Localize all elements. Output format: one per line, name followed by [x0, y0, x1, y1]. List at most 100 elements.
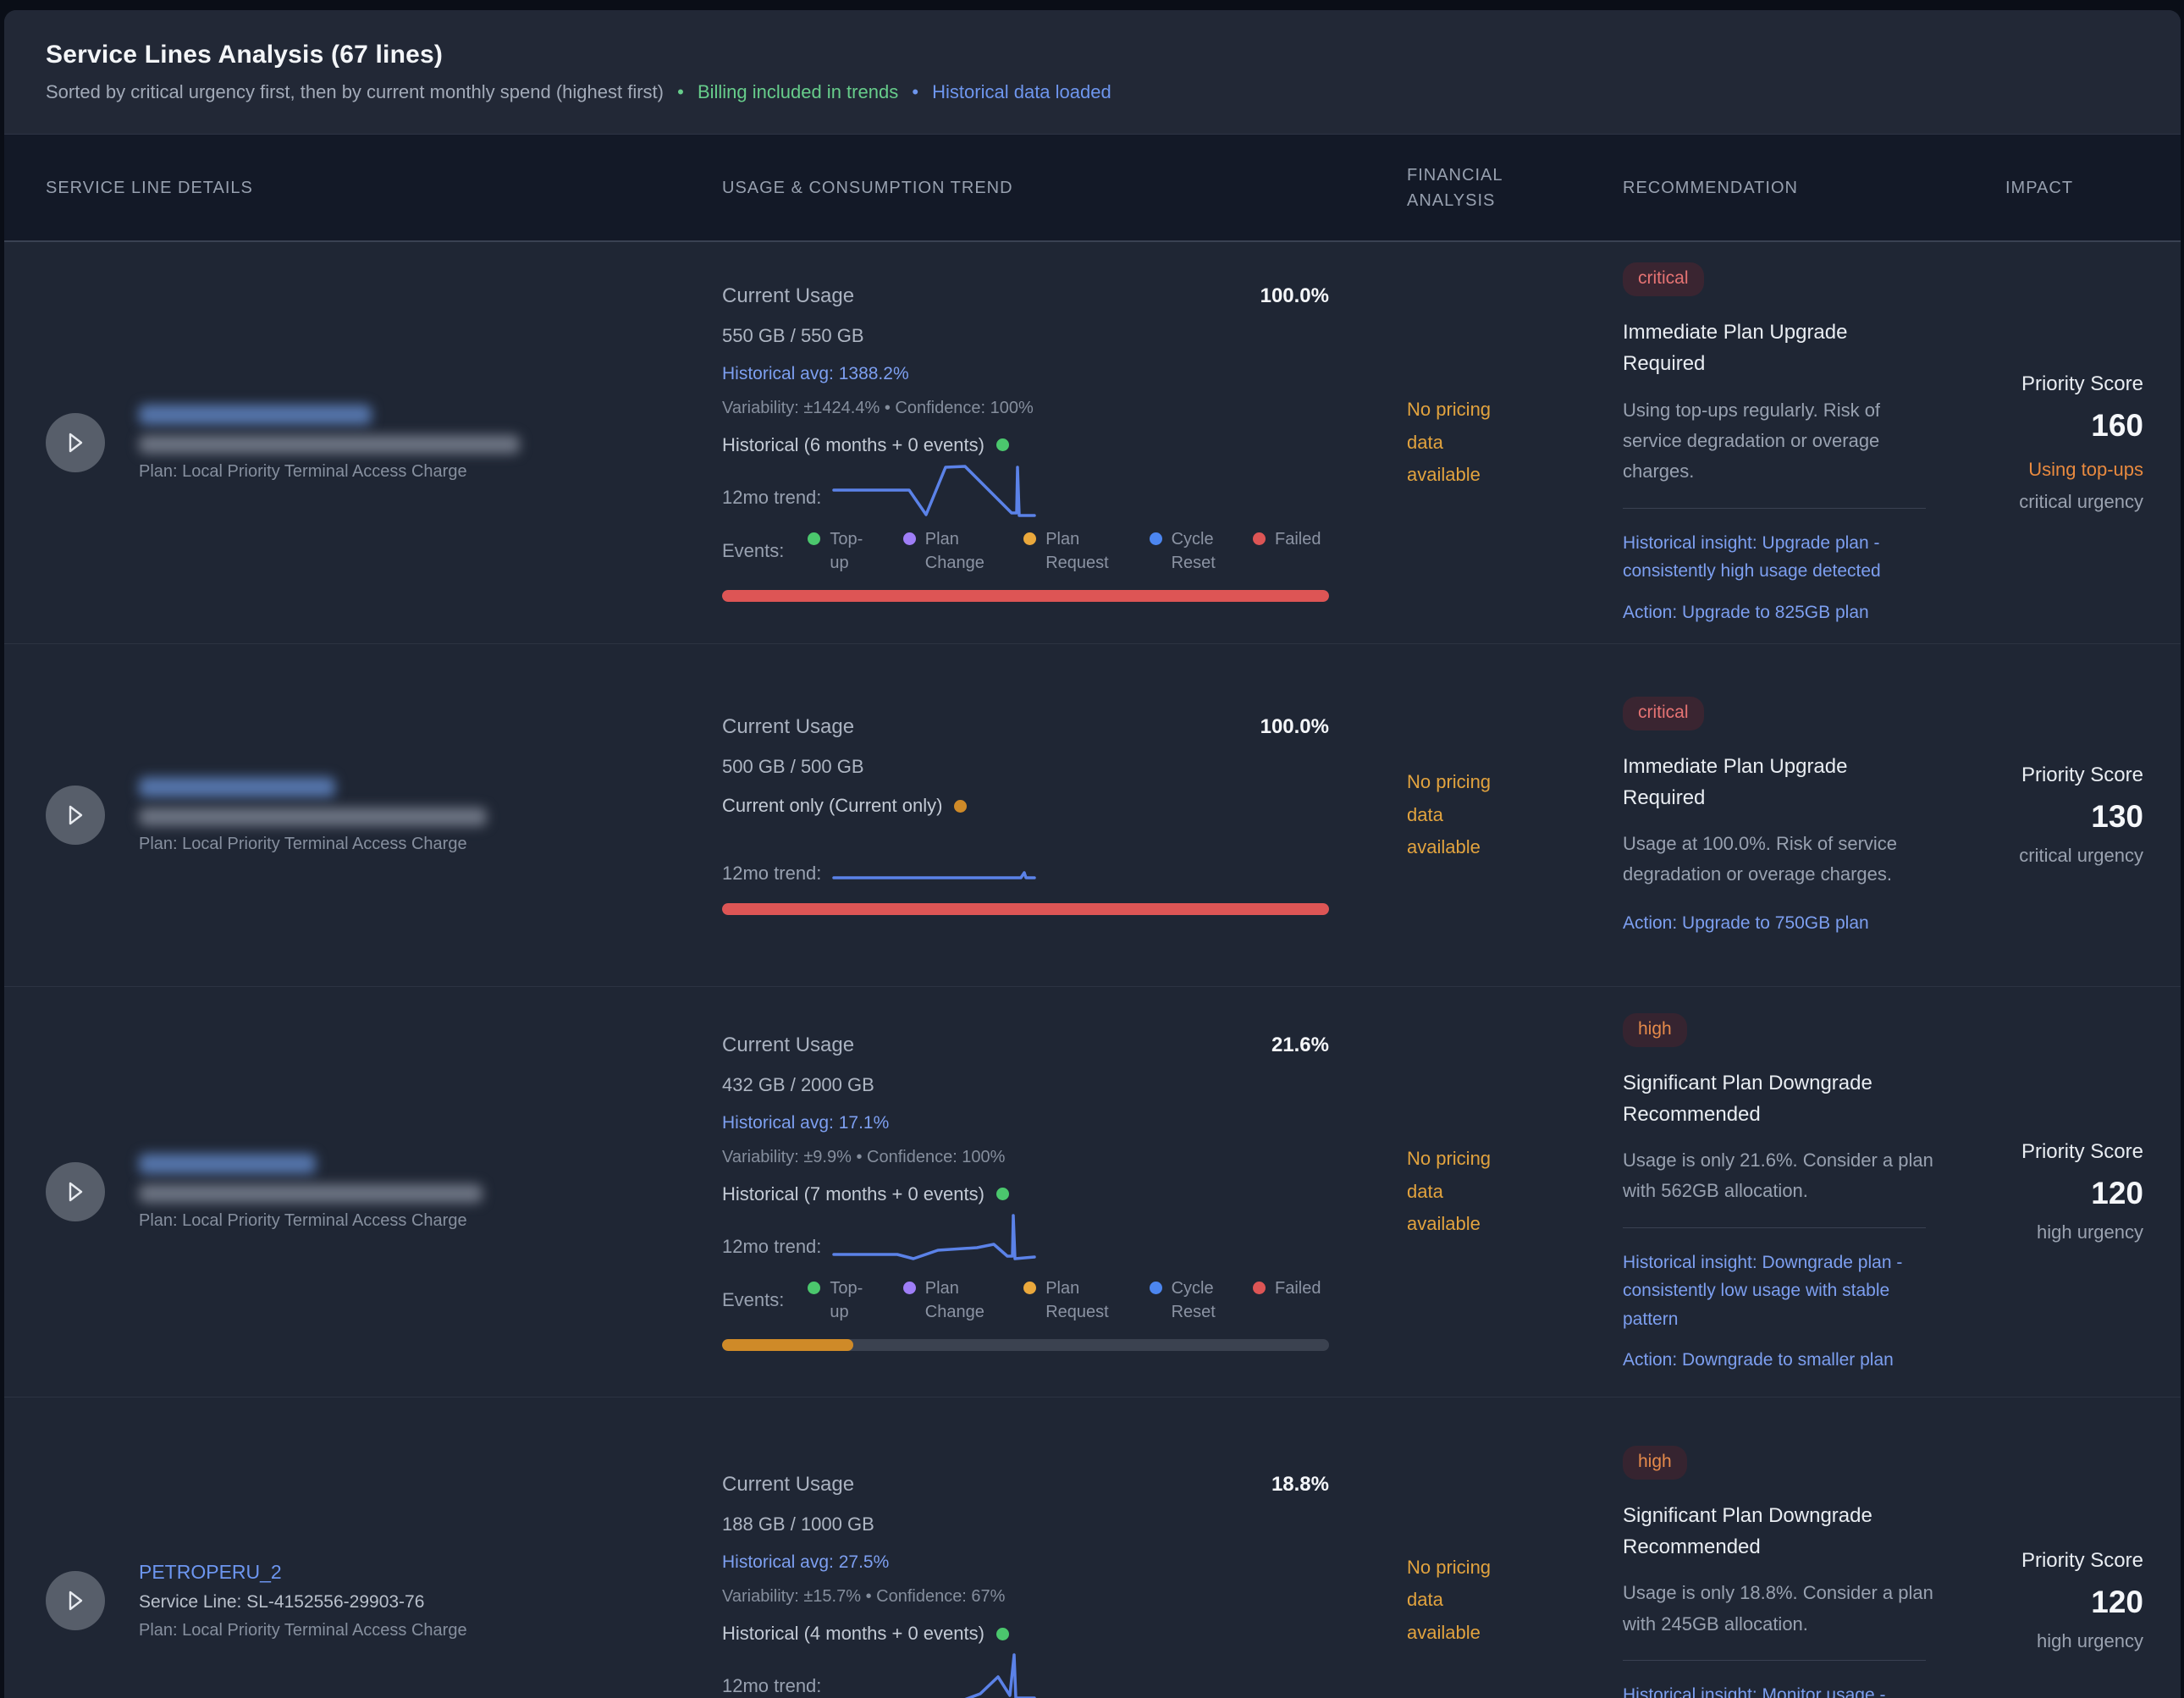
legend-item-plan-change: Plan Change [902, 527, 995, 575]
topup-dot-icon [808, 1281, 821, 1294]
recommendation-cell: high Significant Plan Downgrade Recommen… [1607, 1429, 1979, 1698]
historical-avg: Historical avg: 17.1% [722, 1112, 890, 1133]
action-link[interactable]: Action: Upgrade to 750GB plan [1623, 913, 1869, 934]
plan-label: Plan: Local Priority Terminal Access Cha… [139, 461, 467, 481]
usage-progress-track [722, 589, 1329, 602]
current-usage-label: Current Usage [722, 284, 855, 307]
legend-item-failed: Failed [1253, 527, 1329, 575]
service-line-id-redacted [139, 807, 487, 826]
topup-dot-icon [808, 532, 821, 545]
urgency-badge: high [1623, 1445, 1687, 1480]
source-status-dot [995, 1188, 1009, 1200]
usage-cell: Current Usage 18.8% 188 GB / 1000 GB His… [722, 1464, 1329, 1698]
plan-change-dot-icon [902, 532, 916, 545]
column-header-usage: Usage & Consumption Trend [722, 178, 1013, 197]
service-lines-card: Service Lines Analysis (67 lines) Sorted… [4, 10, 2181, 1698]
trend-sparkline [832, 871, 1037, 879]
priority-score-label: Priority Score [2021, 1548, 2143, 1572]
current-usage-label: Current Usage [722, 1033, 855, 1056]
historical-insight-link: Historical insight: Upgrade plan - consi… [1623, 532, 1881, 582]
current-usage-label: Current Usage [722, 715, 855, 738]
urgency-text: critical urgency [2019, 491, 2143, 512]
no-pricing-note: No pricing data available [1407, 771, 1492, 858]
expand-row-button[interactable] [46, 1570, 105, 1630]
recommendation-cell: high Significant Plan Downgrade Recommen… [1607, 996, 1979, 1388]
plan-request-dot-icon [1023, 532, 1037, 545]
recommendation-title: Significant Plan Downgrade Recommended [1623, 1503, 1872, 1559]
service-details-cell: Plan: Local Priority Terminal Access Cha… [4, 776, 722, 854]
recommendation-title: Significant Plan Downgrade Recommended [1623, 1071, 1872, 1126]
trend-label: 12mo trend: [722, 863, 822, 884]
financial-cell: No pricing data available [1391, 1143, 1607, 1241]
data-source-label: Historical (4 months + 0 events) [722, 1623, 1329, 1645]
usage-percent: 21.6% [1271, 1033, 1329, 1056]
play-icon [69, 433, 83, 453]
table-header-row: Service Line Details Usage & Consumption… [4, 134, 2181, 242]
priority-score-label: Priority Score [2021, 764, 2143, 786]
source-text: Current only (Current only) [722, 795, 943, 816]
priority-score-value: 130 [2091, 799, 2143, 834]
plan-label: Plan: Local Priority Terminal Access Cha… [139, 834, 467, 853]
usage-cell: Current Usage 100.0% 500 GB / 500 GB Cur… [722, 707, 1329, 923]
table-row: PETROPERU_2 Service Line: SL-4152556-299… [4, 1398, 2181, 1698]
usage-amount: 500 GB / 500 GB [722, 756, 864, 777]
usage-amount: 550 GB / 550 GB [722, 324, 864, 346]
service-name-link-redacted[interactable] [139, 404, 372, 425]
service-text-block: Plan: Local Priority Terminal Access Cha… [139, 404, 520, 482]
urgency-text: high urgency [2037, 1221, 2143, 1243]
subtitle-sort-text: Sorted by critical urgency first, then b… [46, 81, 664, 102]
impact-cell: Priority Score 120 high urgency [1979, 1549, 2181, 1652]
page-title: Service Lines Analysis (67 lines) [46, 41, 444, 69]
expand-row-button[interactable] [46, 786, 105, 845]
impact-note: Using top-ups [2028, 459, 2143, 480]
legend-item-topup: Top-up [808, 527, 874, 575]
trend-label: 12mo trend: [722, 1235, 822, 1257]
service-details-cell: Plan: Local Priority Terminal Access Cha… [4, 1153, 722, 1231]
source-status-dot [995, 438, 1009, 451]
usage-percent: 100.0% [1260, 715, 1329, 738]
divider [1623, 1227, 1926, 1228]
usage-progress-track [722, 1338, 1329, 1351]
service-line-id-redacted [139, 434, 520, 454]
usage-cell: Current Usage 100.0% 550 GB / 550 GB His… [722, 276, 1329, 610]
service-text-block: Plan: Local Priority Terminal Access Cha… [139, 1153, 483, 1231]
column-header-financial: Financial Analysis [1407, 165, 1503, 210]
play-icon [69, 1590, 83, 1610]
bullet-green: • [677, 81, 684, 102]
play-icon [69, 805, 83, 825]
priority-score-label: Priority Score [2021, 372, 2143, 395]
recommendation-title: Immediate Plan Upgrade Required [1623, 754, 1848, 809]
expand-row-button[interactable] [46, 413, 105, 472]
plan-label: Plan: Local Priority Terminal Access Cha… [139, 1210, 467, 1230]
events-legend: Events: Top-up Plan Change Plan Request … [722, 527, 1329, 575]
no-pricing-note: No pricing data available [1407, 399, 1492, 486]
events-legend: Events: Top-up Plan Change Plan Request … [722, 1276, 1329, 1324]
usage-cell: Current Usage 21.6% 432 GB / 2000 GB His… [722, 1025, 1329, 1359]
action-link[interactable]: Action: Downgrade to smaller plan [1623, 1350, 1894, 1370]
priority-score-value: 120 [2091, 1584, 2143, 1619]
urgency-badge: high [1623, 1012, 1687, 1047]
cycle-reset-dot-icon [1149, 1281, 1162, 1294]
action-link[interactable]: Action: Upgrade to 825GB plan [1623, 602, 1869, 622]
service-name-link-redacted[interactable] [139, 1153, 316, 1174]
events-label: Events: [722, 1288, 785, 1310]
table-row: Plan: Local Priority Terminal Access Cha… [4, 242, 2181, 644]
source-status-dot [954, 799, 968, 813]
service-details-cell: Plan: Local Priority Terminal Access Cha… [4, 404, 722, 482]
service-name-link[interactable]: PETROPERU_2 [139, 1560, 282, 1583]
trend-block: 12mo trend: [722, 1212, 1329, 1266]
recommendation-cell: critical Immediate Plan Upgrade Required… [1607, 680, 1979, 951]
impact-cell: Priority Score 120 high urgency [1979, 1140, 2181, 1243]
divider [1623, 1659, 1926, 1661]
legend-item-failed: Failed [1253, 1276, 1329, 1324]
trend-block: 12mo trend: [722, 839, 1329, 893]
historical-avg: Historical avg: 27.5% [722, 1552, 890, 1572]
service-name-link-redacted[interactable] [139, 776, 335, 797]
impact-cell: Priority Score 160 Using top-ups critica… [1979, 372, 2181, 513]
data-source-label: Historical (7 months + 0 events) [722, 1183, 1329, 1205]
table-row: Plan: Local Priority Terminal Access Cha… [4, 644, 2181, 987]
usage-amount: 432 GB / 2000 GB [722, 1073, 874, 1095]
data-source-label: Current only (Current only) [722, 795, 1329, 817]
events-label: Events: [722, 539, 785, 561]
expand-row-button[interactable] [46, 1162, 105, 1221]
